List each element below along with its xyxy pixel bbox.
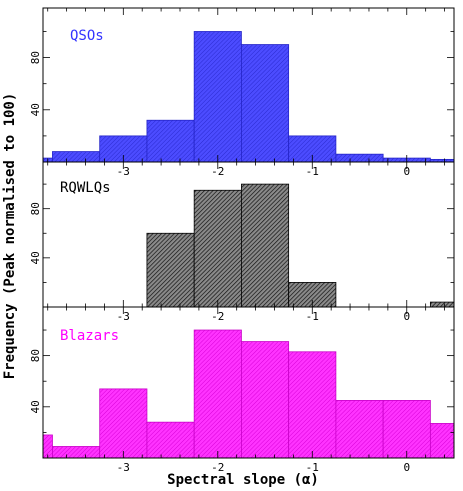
x-ticks — [47, 8, 445, 162]
panel-frame — [42, 306, 455, 459]
histogram-bar — [193, 31, 242, 163]
histogram-bar — [335, 400, 384, 459]
histogram-bar — [193, 189, 242, 308]
y-tick-label: 40 — [29, 400, 42, 413]
panel-label: Blazars — [60, 328, 119, 344]
y-tick-label: 40 — [29, 251, 42, 264]
x-ticks — [47, 307, 445, 458]
panel-rqwlqs: -3 -2 -1 0 40 80 RQWLQs — [29, 161, 455, 323]
x-tick-label: 0 — [403, 165, 410, 178]
x-tick-label: -1 — [306, 310, 319, 323]
x-tick-label: -3 — [117, 461, 130, 474]
panel-qsos: -3 -2 -1 0 40 80 QSOs — [29, 7, 455, 178]
histogram-bar — [382, 400, 431, 459]
histogram-bar — [241, 183, 290, 308]
x-tick-label: -2 — [211, 165, 224, 178]
y-tick-label: 80 — [29, 349, 42, 362]
histogram-bar — [146, 232, 195, 308]
x-axis-title: Spectral slope (α) — [167, 472, 319, 488]
panels: -3 -2 -1 0 40 80 QSOs -3 -2 -1 0 40 80 RQWLQs -3 -2 -1 0 4… — [29, 7, 455, 474]
histogram-bar — [429, 301, 455, 308]
y-tick-label: 40 — [29, 103, 42, 116]
x-tick-label: -1 — [306, 165, 319, 178]
y-tick-label: 80 — [29, 202, 42, 215]
histogram-bar — [193, 329, 242, 459]
x-tick-label: -2 — [211, 461, 224, 474]
histogram-bar — [52, 151, 101, 163]
histogram-bar — [146, 421, 195, 459]
histogram-bar — [241, 44, 290, 163]
histogram-bar — [146, 119, 195, 163]
x-tick-label: -3 — [117, 310, 130, 323]
histogram-bar — [99, 388, 148, 459]
histogram-bar — [288, 351, 337, 459]
panel-blazars: -3 -2 -1 0 40 80 Blazars — [29, 306, 455, 474]
histogram-bar — [52, 446, 101, 459]
x-tick-label: 0 — [403, 461, 410, 474]
histogram-bar — [335, 153, 384, 163]
histogram-bar — [241, 341, 290, 459]
y-tick-label: 80 — [29, 51, 42, 64]
histogram-bar — [429, 423, 455, 459]
x-tick-label: -1 — [306, 461, 319, 474]
panel-label: QSOs — [70, 28, 104, 44]
x-tick-label: -3 — [117, 165, 130, 178]
y-axis-title: Frequency (Peak normalised to 100) — [2, 93, 18, 380]
x-tick-label: -2 — [211, 310, 224, 323]
x-tick-label: 0 — [403, 310, 410, 323]
x-ticks — [47, 162, 445, 307]
panel-label: RQWLQs — [60, 180, 111, 196]
